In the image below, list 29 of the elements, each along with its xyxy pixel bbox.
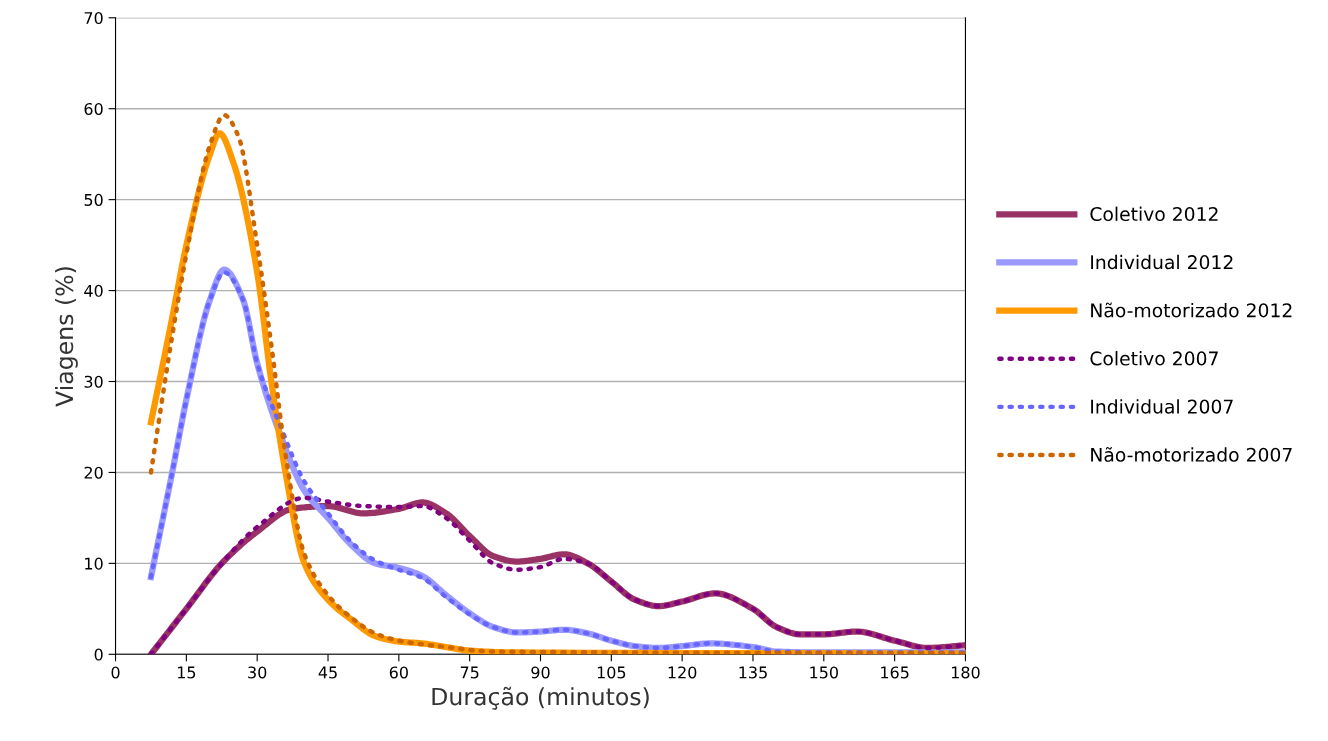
x-tick-label: 180 [951,666,980,679]
x-tick-label: 75 [460,666,479,679]
legend-label: Individual 2007 [1091,399,1233,414]
x-tick-label: 150 [810,666,838,679]
x-tick-label: 165 [881,666,909,679]
y-tick-label: 20 [84,466,103,479]
x-tick-label: 0 [111,666,120,679]
y-tick-label: 40 [84,284,103,297]
y-tick-label: 10 [85,557,103,570]
y-tick-label: 30 [84,375,103,388]
y-tick-label: 50 [84,193,103,206]
x-tick-label: 105 [597,666,626,679]
x-axis-title: Duração (minutos) [432,686,649,710]
x-tick-label: 135 [739,666,767,679]
legend-label: Individual 2012 [1091,254,1233,270]
x-tick-label: 90 [531,666,550,679]
legend-label: Não-motorizado 2012 [1091,302,1292,318]
x-tick-label: 45 [318,666,337,679]
y-tick-label: 70 [84,12,103,25]
legend-label: Coletivo 2012 [1090,206,1218,222]
x-tick-label: 15 [177,666,196,679]
y-tick-label: 0 [94,648,103,661]
y-tick-label: 60 [84,102,103,116]
legend-label: Não-motorizado 2007 [1091,447,1292,462]
x-tick-label: 30 [248,666,267,679]
x-tick-label: 60 [389,666,408,679]
x-tick-label: 120 [668,666,697,679]
y-axis-title: Viagens (%) [55,267,78,407]
legend-label: Coletivo 2007 [1090,351,1218,366]
